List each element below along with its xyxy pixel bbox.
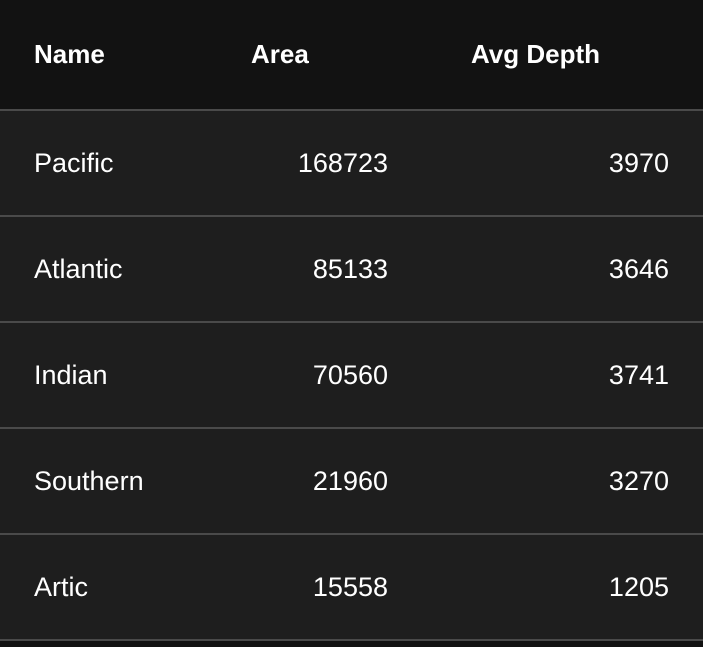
- cell-area: 168723: [251, 110, 406, 217]
- table-row[interactable]: Pacific 168723 3970: [0, 110, 703, 217]
- cell-name: Indian: [0, 322, 251, 429]
- cell-name: Pacific: [0, 110, 251, 217]
- column-header-name[interactable]: Name: [0, 0, 251, 111]
- cell-name: Southern: [0, 428, 251, 535]
- table-row[interactable]: Atlantic 85133 3646: [0, 216, 703, 323]
- cell-area: 21960: [251, 428, 406, 535]
- cell-avg-depth: 3646: [406, 216, 703, 323]
- table-header: Name Area Avg Depth: [0, 0, 703, 111]
- cell-name: Artic: [0, 534, 251, 641]
- table-row[interactable]: Southern 21960 3270: [0, 428, 703, 535]
- cell-area: 85133: [251, 216, 406, 323]
- cell-avg-depth: 3270: [406, 428, 703, 535]
- cell-avg-depth: 1205: [406, 534, 703, 641]
- cell-name: Atlantic: [0, 216, 251, 323]
- cell-area: 15558: [251, 534, 406, 641]
- cell-area: 70560: [251, 322, 406, 429]
- cell-avg-depth: 3970: [406, 110, 703, 217]
- table-body: Pacific 168723 3970 Atlantic 85133 3646 …: [0, 110, 703, 641]
- column-header-avg-depth[interactable]: Avg Depth: [406, 0, 703, 111]
- table-row[interactable]: Artic 15558 1205: [0, 534, 703, 641]
- header-row: Name Area Avg Depth: [0, 0, 703, 111]
- cell-avg-depth: 3741: [406, 322, 703, 429]
- table-row[interactable]: Indian 70560 3741: [0, 322, 703, 429]
- column-header-area[interactable]: Area: [251, 0, 406, 111]
